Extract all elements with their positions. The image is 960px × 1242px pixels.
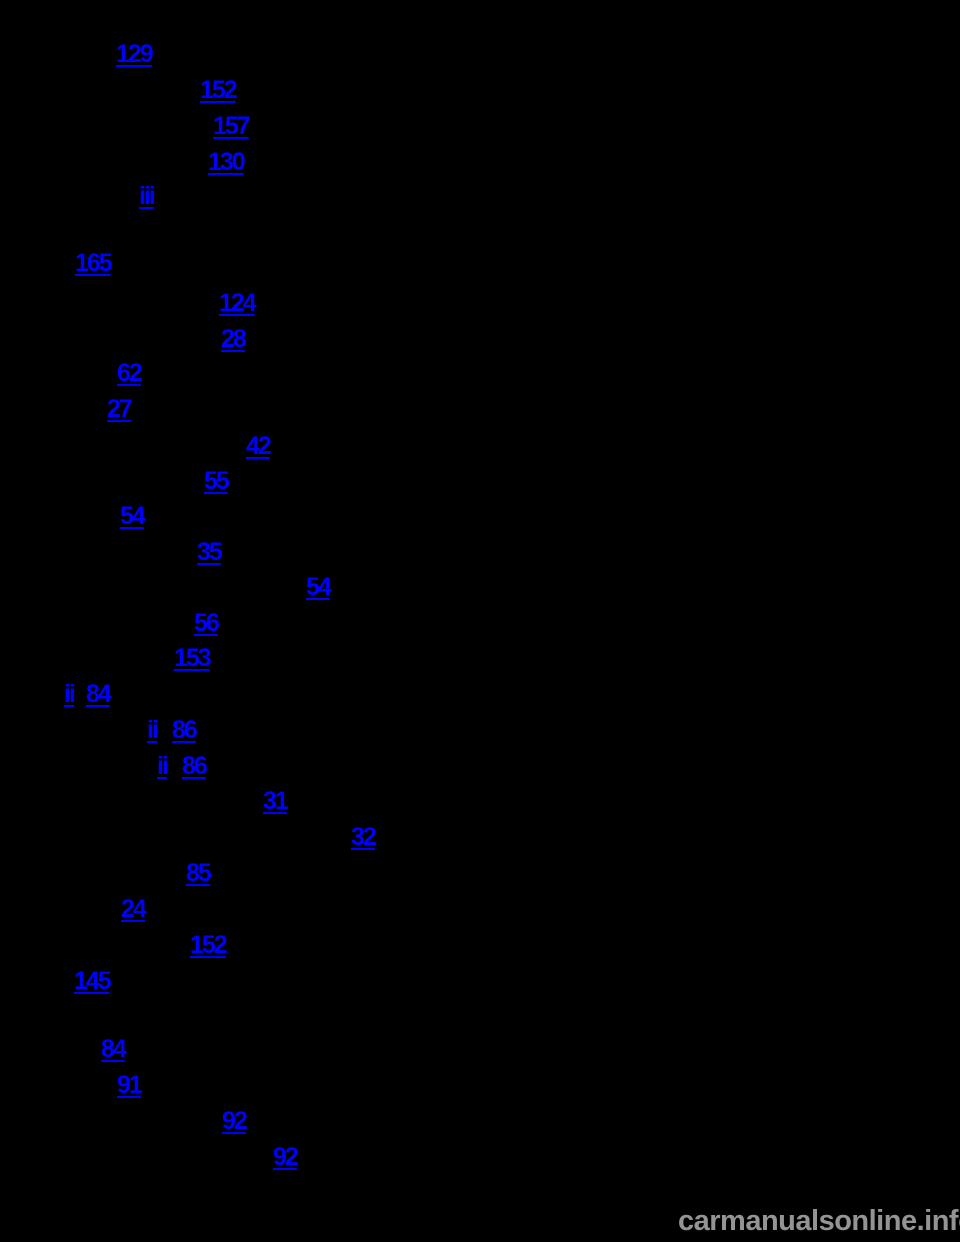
page-link[interactable]: 55	[204, 467, 230, 495]
page-link[interactable]: 92	[222, 1107, 248, 1135]
page-link[interactable]: 129	[116, 40, 154, 68]
page-link[interactable]: 24	[121, 895, 147, 923]
page-link[interactable]: 84	[101, 1035, 127, 1063]
page-link[interactable]: ii	[64, 680, 76, 708]
page-link[interactable]: 91	[117, 1071, 143, 1099]
page-link[interactable]: 85	[186, 859, 212, 887]
page-link[interactable]: 54	[306, 573, 332, 601]
page-link[interactable]: 86	[182, 752, 208, 780]
page-link[interactable]: ii	[157, 752, 169, 780]
page-link[interactable]: 92	[273, 1143, 299, 1171]
page-link[interactable]: iii	[139, 182, 156, 210]
page-link[interactable]: 86	[172, 716, 198, 744]
page-link[interactable]: 56	[194, 609, 220, 637]
page-link[interactable]: 31	[263, 787, 289, 815]
page-link[interactable]: 153	[174, 644, 212, 672]
page-link[interactable]: 165	[75, 249, 113, 277]
page-link[interactable]: ii	[147, 716, 159, 744]
page-link[interactable]: 28	[221, 325, 247, 353]
page-link[interactable]: 157	[213, 112, 251, 140]
page-link[interactable]: 84	[86, 680, 112, 708]
page-link[interactable]: 42	[246, 432, 272, 460]
page-link[interactable]: 32	[351, 823, 377, 851]
page-link[interactable]: 130	[208, 148, 246, 176]
page-link[interactable]: 27	[107, 395, 133, 423]
watermark-text: carmanualsonline.info	[678, 1205, 960, 1237]
page-link[interactable]: 54	[120, 502, 146, 530]
page-link[interactable]: 35	[197, 538, 223, 566]
page-link[interactable]: 62	[117, 359, 143, 387]
page-link[interactable]: 145	[74, 967, 112, 995]
page-link[interactable]: 152	[200, 76, 238, 104]
page-link[interactable]: 152	[190, 931, 228, 959]
page-link[interactable]: 124	[219, 289, 257, 317]
